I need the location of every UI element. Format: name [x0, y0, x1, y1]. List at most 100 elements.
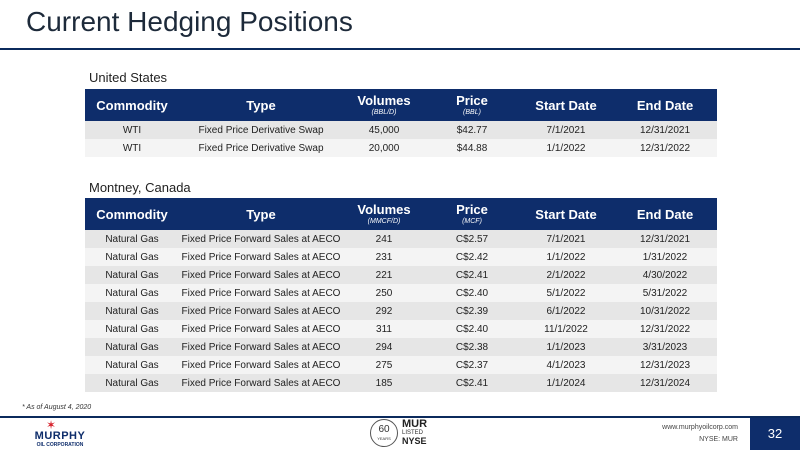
cell-end-date: 12/31/2023	[613, 356, 717, 374]
cell-commodity: Natural Gas	[85, 266, 179, 284]
cell-type: Fixed Price Forward Sales at AECO	[179, 302, 343, 320]
anniversary-years-label: YEARS	[377, 436, 391, 441]
cell-start-date: 1/1/2024	[519, 374, 613, 392]
table-row: Natural Gas Fixed Price Forward Sales at …	[85, 320, 717, 338]
cell-commodity: Natural Gas	[85, 338, 179, 356]
cell-volume: 250	[343, 284, 425, 302]
cell-type: Fixed Price Forward Sales at AECO	[179, 356, 343, 374]
badge-exchange: NYSE	[402, 436, 427, 446]
title-divider	[0, 48, 800, 50]
anniversary-seal-icon: 60 YEARS	[370, 419, 398, 447]
cell-volume: 45,000	[343, 121, 425, 139]
header-type: Type	[179, 89, 343, 121]
table-header-row: Commodity Type Volumes (BBL/D) Price (BB…	[85, 89, 717, 121]
table-row: Natural Gas Fixed Price Forward Sales at …	[85, 356, 717, 374]
cell-end-date: 12/31/2021	[613, 230, 717, 248]
cell-commodity: Natural Gas	[85, 302, 179, 320]
cell-type: Fixed Price Forward Sales at AECO	[179, 248, 343, 266]
cell-type: Fixed Price Forward Sales at AECO	[179, 374, 343, 392]
cell-start-date: 7/1/2021	[519, 121, 613, 139]
header-volumes: Volumes (MMCF/D)	[343, 198, 425, 230]
table-row: WTI Fixed Price Derivative Swap 45,000 $42.…	[85, 121, 717, 139]
cell-price: C$2.57	[425, 230, 519, 248]
cell-commodity: Natural Gas	[85, 374, 179, 392]
cell-price: C$2.40	[425, 284, 519, 302]
header-volumes: Volumes (BBL/D)	[343, 89, 425, 121]
header-price-label: Price	[456, 92, 488, 108]
cell-price: C$2.41	[425, 374, 519, 392]
cell-end-date: 4/30/2022	[613, 266, 717, 284]
cell-commodity: Natural Gas	[85, 284, 179, 302]
header-start-date: Start Date	[519, 89, 613, 121]
cell-end-date: 12/31/2022	[613, 320, 717, 338]
cell-end-date: 3/31/2023	[613, 338, 717, 356]
star-icon: ✶	[46, 418, 57, 432]
canada-table-body: Natural Gas Fixed Price Forward Sales at …	[85, 230, 717, 392]
cell-start-date: 1/1/2022	[519, 139, 613, 157]
header-price: Price (MCF)	[425, 198, 519, 230]
table-row: Natural Gas Fixed Price Forward Sales at …	[85, 338, 717, 356]
cell-start-date: 11/1/2022	[519, 320, 613, 338]
logo-subtitle: OIL CORPORATION	[36, 442, 84, 448]
cell-price: C$2.42	[425, 248, 519, 266]
cell-volume: 185	[343, 374, 425, 392]
cell-end-date: 12/31/2021	[613, 121, 717, 139]
header-commodity: Commodity	[85, 89, 179, 121]
header-commodity: Commodity	[85, 198, 179, 230]
page-number: 32	[750, 418, 800, 450]
cell-type: Fixed Price Forward Sales at AECO	[179, 230, 343, 248]
cell-commodity: Natural Gas	[85, 248, 179, 266]
header-volumes-label: Volumes	[357, 201, 411, 217]
cell-start-date: 4/1/2023	[519, 356, 613, 374]
cell-commodity: Natural Gas	[85, 356, 179, 374]
cell-start-date: 6/1/2022	[519, 302, 613, 320]
footnote: * As of August 4, 2020	[22, 404, 92, 411]
cell-end-date: 1/31/2022	[613, 248, 717, 266]
cell-type: Fixed Price Forward Sales at AECO	[179, 266, 343, 284]
cell-price: $44.88	[425, 139, 519, 157]
header-end-date: End Date	[613, 198, 717, 230]
murphy-logo: ✶ MURPHY OIL CORPORATION	[20, 418, 100, 448]
header-volumes-unit: (BBL/D)	[371, 108, 397, 116]
cell-start-date: 1/1/2023	[519, 338, 613, 356]
cell-price: C$2.41	[425, 266, 519, 284]
cell-end-date: 12/31/2024	[613, 374, 717, 392]
cell-type: Fixed Price Derivative Swap	[179, 121, 343, 139]
section-label-united-states: United States	[89, 70, 168, 85]
cell-volume: 292	[343, 302, 425, 320]
header-price-unit: (MCF)	[462, 217, 482, 225]
cell-end-date: 5/31/2022	[613, 284, 717, 302]
badge-listed: LISTED	[402, 430, 424, 436]
table-header-row: Commodity Type Volumes (MMCF/D) Price (M…	[85, 198, 717, 230]
cell-price: C$2.40	[425, 320, 519, 338]
cell-volume: 231	[343, 248, 425, 266]
us-hedging-table: Commodity Type Volumes (BBL/D) Price (BB…	[85, 89, 717, 157]
website-link[interactable]: www.murphyoilcorp.com	[662, 424, 738, 431]
footer-divider	[0, 416, 800, 418]
anniversary-years: 60	[378, 424, 390, 435]
table-row: WTI Fixed Price Derivative Swap 20,000 $44.…	[85, 139, 717, 157]
cell-price: C$2.38	[425, 338, 519, 356]
table-row: Natural Gas Fixed Price Forward Sales at …	[85, 248, 717, 266]
cell-type: Fixed Price Forward Sales at AECO	[179, 338, 343, 356]
table-row: Natural Gas Fixed Price Forward Sales at …	[85, 374, 717, 392]
us-table-body: WTI Fixed Price Derivative Swap 45,000 $42.…	[85, 121, 717, 157]
cell-type: Fixed Price Derivative Swap	[179, 139, 343, 157]
cell-volume: 294	[343, 338, 425, 356]
cell-commodity: WTI	[85, 139, 179, 157]
cell-volume: 241	[343, 230, 425, 248]
cell-volume: 311	[343, 320, 425, 338]
header-end-date: End Date	[613, 89, 717, 121]
cell-commodity: WTI	[85, 121, 179, 139]
table-row: Natural Gas Fixed Price Forward Sales at …	[85, 302, 717, 320]
page-title: Current Hedging Positions	[26, 6, 353, 37]
table-row: Natural Gas Fixed Price Forward Sales at …	[85, 284, 717, 302]
cell-commodity: Natural Gas	[85, 320, 179, 338]
header-start-date: Start Date	[519, 198, 613, 230]
header-price-label: Price	[456, 201, 488, 217]
cell-volume: 221	[343, 266, 425, 284]
badge-ticker: MUR	[402, 418, 428, 430]
cell-price: C$2.37	[425, 356, 519, 374]
header-volumes-label: Volumes	[357, 92, 411, 108]
cell-end-date: 12/31/2022	[613, 139, 717, 157]
